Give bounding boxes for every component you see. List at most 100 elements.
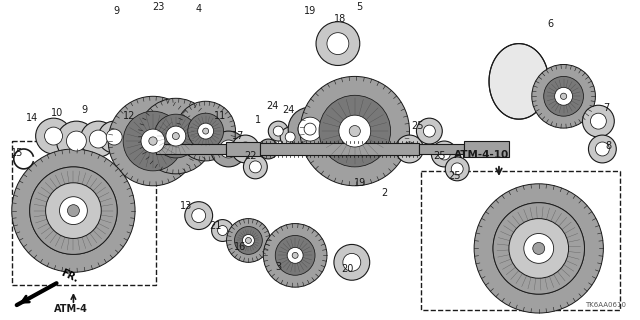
Text: 3: 3 [275, 262, 282, 272]
Circle shape [591, 113, 606, 129]
Text: 4: 4 [196, 4, 202, 14]
Circle shape [263, 224, 327, 287]
Text: 15: 15 [11, 148, 23, 158]
Circle shape [60, 197, 87, 225]
Circle shape [203, 128, 209, 134]
Circle shape [280, 127, 300, 147]
Circle shape [424, 125, 435, 137]
Circle shape [227, 219, 270, 262]
Text: 8: 8 [605, 141, 611, 151]
Circle shape [298, 117, 322, 141]
Circle shape [106, 129, 122, 145]
Circle shape [300, 76, 410, 186]
Circle shape [192, 209, 205, 223]
Text: ATM-4-10: ATM-4-10 [454, 150, 509, 160]
Circle shape [212, 220, 234, 242]
Text: 9: 9 [113, 6, 119, 16]
Circle shape [445, 157, 469, 181]
Bar [156, 144, 225, 154]
Bar [12, 141, 156, 285]
Circle shape [172, 132, 179, 140]
Circle shape [232, 135, 259, 163]
Circle shape [517, 227, 561, 270]
Circle shape [154, 114, 198, 158]
Circle shape [555, 87, 573, 105]
Circle shape [343, 253, 361, 271]
Circle shape [245, 237, 252, 244]
Circle shape [67, 205, 79, 217]
Text: 19: 19 [354, 178, 366, 188]
Text: 5: 5 [356, 2, 363, 12]
Text: 11: 11 [214, 111, 227, 121]
Circle shape [243, 155, 268, 179]
Circle shape [268, 121, 288, 141]
Circle shape [52, 189, 95, 233]
Circle shape [595, 142, 609, 156]
Circle shape [287, 247, 303, 263]
Bar [421, 171, 620, 310]
Circle shape [234, 227, 262, 254]
Circle shape [509, 219, 568, 278]
Circle shape [243, 235, 254, 246]
Circle shape [138, 98, 214, 174]
Text: 24: 24 [266, 101, 278, 111]
Bar [419, 144, 464, 154]
Text: 9: 9 [81, 105, 88, 115]
Circle shape [334, 244, 370, 280]
Circle shape [211, 131, 246, 167]
Text: 20: 20 [342, 264, 354, 274]
Text: 22: 22 [244, 151, 257, 161]
Text: 16: 16 [234, 243, 246, 252]
Circle shape [108, 96, 198, 186]
Circle shape [273, 126, 284, 136]
Circle shape [474, 184, 604, 313]
Circle shape [532, 64, 595, 128]
Text: 25: 25 [448, 171, 460, 181]
Circle shape [396, 135, 424, 163]
Circle shape [285, 132, 295, 142]
Text: 25: 25 [433, 151, 445, 161]
Circle shape [275, 236, 315, 275]
Circle shape [220, 140, 237, 158]
Circle shape [198, 123, 214, 139]
Circle shape [524, 234, 554, 263]
Circle shape [319, 95, 390, 167]
Circle shape [531, 241, 547, 256]
Circle shape [218, 226, 228, 236]
Circle shape [45, 183, 101, 238]
Circle shape [292, 252, 298, 258]
Circle shape [141, 129, 165, 153]
Circle shape [263, 144, 273, 154]
Text: 24: 24 [282, 105, 294, 115]
Circle shape [29, 167, 117, 254]
Text: 2: 2 [381, 188, 388, 198]
Circle shape [250, 161, 261, 173]
Circle shape [403, 142, 417, 156]
Circle shape [67, 131, 86, 151]
Circle shape [588, 135, 616, 163]
Circle shape [176, 101, 236, 161]
Circle shape [166, 126, 186, 146]
Text: 14: 14 [26, 113, 38, 123]
Text: 12: 12 [123, 111, 135, 121]
Circle shape [532, 243, 545, 254]
Circle shape [188, 113, 223, 149]
Bar [260, 143, 419, 155]
Circle shape [148, 137, 157, 145]
Text: 19: 19 [304, 6, 316, 16]
Text: 25: 25 [411, 121, 424, 131]
Circle shape [90, 130, 108, 148]
Circle shape [431, 141, 457, 167]
Circle shape [327, 33, 349, 54]
Circle shape [493, 203, 584, 294]
Circle shape [45, 127, 63, 145]
Text: 10: 10 [51, 108, 63, 118]
Circle shape [288, 107, 332, 151]
Text: 1: 1 [255, 115, 261, 125]
Circle shape [81, 121, 116, 157]
Bar [225, 142, 260, 156]
Circle shape [561, 93, 567, 100]
Polygon shape [489, 44, 548, 119]
Circle shape [239, 142, 252, 156]
Text: 23: 23 [153, 2, 165, 12]
